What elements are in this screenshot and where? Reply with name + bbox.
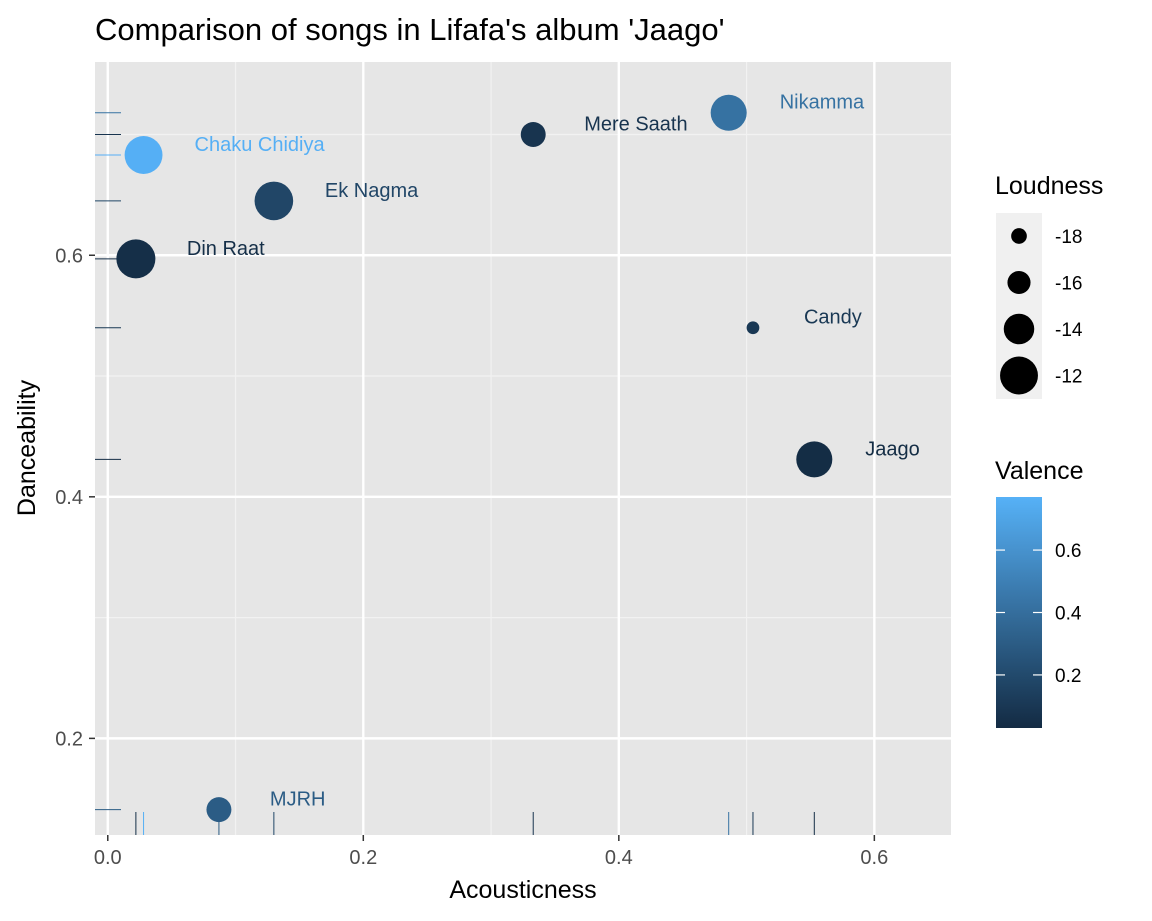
data-point <box>710 94 747 131</box>
colorbar-label: 0.2 <box>1055 666 1081 687</box>
size-legend-dot <box>1011 228 1027 244</box>
point-label: Chaku Chidiya <box>195 134 326 156</box>
data-point <box>746 321 760 335</box>
x-axis-title: Acousticness <box>449 876 596 904</box>
x-tick-label: 0.2 <box>349 847 377 869</box>
size-legend-dot <box>1007 270 1031 295</box>
data-point <box>796 441 833 478</box>
y-tick-label: 0.2 <box>55 728 83 750</box>
point-label: MJRH <box>270 789 326 811</box>
color-legend-title: Valence <box>995 457 1084 485</box>
x-tick-label: 0.6 <box>860 847 888 869</box>
chart-title: Comparison of songs in Lifafa's album 'J… <box>95 12 725 47</box>
data-point <box>124 136 163 174</box>
colorbar-label: 0.4 <box>1055 604 1082 625</box>
size-legend-label: -12 <box>1055 367 1082 388</box>
point-label: Ek Nagma <box>325 180 419 202</box>
data-point <box>254 181 294 221</box>
data-point <box>206 797 232 823</box>
size-legend-label: -14 <box>1055 320 1083 341</box>
size-legend-title: Loudness <box>995 172 1103 200</box>
axis-ticks: 0.0 0.2 0.4 0.6 0.2 0.4 0.6 <box>55 245 888 869</box>
point-labels: Chaku Chidiya Din Raat Ek Nagma Mere Saath N… <box>187 92 920 811</box>
size-legend-dot <box>1003 313 1035 345</box>
color-legend: Valence 0.2 0.4 0.6 <box>995 457 1084 728</box>
major-gridlines <box>95 62 951 835</box>
colorbar-label: 0.6 <box>1055 541 1081 562</box>
data-point <box>520 121 546 147</box>
data-points <box>116 94 833 823</box>
point-label: Nikamma <box>780 92 865 114</box>
y-axis-title: Danceability <box>13 379 41 516</box>
size-legend-label: -18 <box>1055 227 1082 248</box>
y-tick-label: 0.4 <box>55 487 83 509</box>
point-label: Candy <box>804 307 862 329</box>
point-label: Mere Saath <box>584 113 687 135</box>
point-label: Din Raat <box>187 238 265 260</box>
size-legend: Loudness -18 -16 -14 -12 <box>995 172 1103 399</box>
x-tick-label: 0.0 <box>94 847 122 869</box>
data-point <box>116 239 156 279</box>
size-legend-dot <box>1000 356 1038 395</box>
size-legend-label: -16 <box>1055 274 1082 295</box>
x-tick-label: 0.4 <box>605 847 633 869</box>
y-tick-label: 0.6 <box>55 245 83 267</box>
point-label: Jaago <box>865 438 920 460</box>
